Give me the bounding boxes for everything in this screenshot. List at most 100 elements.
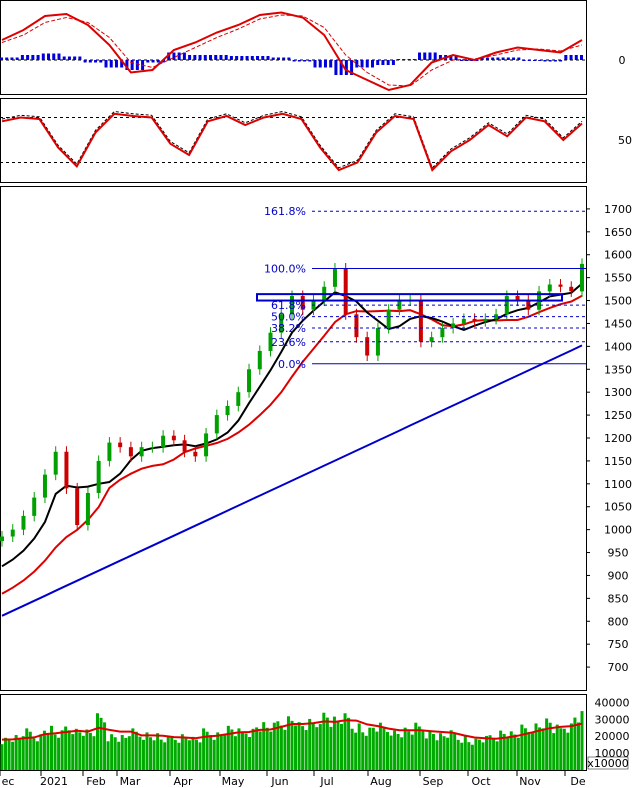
x-tick-label: Apr (173, 775, 193, 788)
macd-histogram-bar (485, 57, 489, 60)
volume-bar (92, 736, 96, 770)
volume-bar (580, 711, 584, 770)
volume-bar (485, 735, 489, 770)
macd-histogram-bar (10, 57, 14, 60)
candle-body (569, 286, 574, 292)
volume-bar (53, 734, 57, 770)
volume-bar (216, 732, 220, 770)
macd-histogram-bar (454, 55, 458, 60)
volume-bar (78, 732, 82, 770)
macd-histogram-bar (475, 60, 479, 61)
volume-bar (71, 734, 75, 770)
volume-bar (347, 717, 351, 770)
macd-histogram-bar (177, 52, 181, 60)
candle-body (128, 447, 133, 457)
macd-histogram-bar (99, 60, 103, 63)
candle-body (429, 337, 434, 342)
volume-bar (74, 728, 78, 770)
macd-histogram-bar (47, 53, 51, 60)
volume-bar (21, 736, 25, 770)
candle-body (451, 323, 456, 329)
macd-histogram-bar (339, 60, 343, 75)
x-tick-label: Sep (423, 775, 444, 788)
panel-frame-4 (0, 694, 587, 771)
volume-bar (255, 727, 259, 770)
volume-bar (131, 728, 135, 770)
macd-histogram-bar (376, 60, 380, 65)
volume-bar (304, 730, 308, 770)
volume-bar (559, 728, 563, 770)
volume-bar (28, 731, 32, 770)
candle-body (193, 451, 198, 457)
volume-bar (103, 722, 107, 770)
fibonacci-label: 161.8% (264, 205, 306, 218)
candle-body (118, 442, 123, 448)
volume-bar (0, 744, 4, 770)
macd-histogram-bar (402, 59, 406, 60)
volume-bar (332, 716, 336, 770)
candle-body (461, 318, 466, 324)
macd-histogram-bar (193, 55, 197, 60)
volume-bar (371, 727, 375, 770)
candle-body (21, 515, 26, 530)
macd-histogram-bar (41, 53, 45, 60)
volume-bar (311, 723, 315, 770)
macd-histogram-bar (229, 56, 233, 60)
candle-body (107, 442, 112, 461)
macd-histogram-bar (198, 55, 202, 60)
volume-bar (442, 736, 446, 770)
price-tick-label: 1450 (604, 317, 632, 330)
volume-bar (46, 734, 50, 770)
macd-histogram-bar (240, 56, 244, 60)
macd-histogram-bar (78, 56, 82, 60)
volume-bar (173, 739, 177, 770)
macd-histogram-bar (506, 57, 510, 60)
macd-histogram-bar (313, 60, 317, 68)
volume-bar (431, 733, 435, 770)
volume-bar (226, 725, 230, 770)
volume-bar (534, 723, 538, 770)
macd-histogram-bar (334, 60, 338, 75)
volume-bar (120, 735, 124, 770)
macd-histogram-bar (303, 60, 307, 62)
volume-bar (364, 735, 368, 770)
volume-bar (435, 740, 439, 770)
volume-ma-line (1, 719, 583, 741)
candle-body (300, 295, 305, 310)
volume-bar (212, 739, 216, 770)
volume-multiplier-label: x10000 (587, 757, 629, 770)
volume-bar (382, 728, 386, 770)
volume-bar (156, 733, 160, 770)
macd-histogram-bar (167, 52, 171, 60)
x-tick-label: May (222, 775, 245, 788)
candle-body (64, 451, 69, 489)
macd-histogram-bar (496, 57, 500, 60)
macd-histogram-bar (146, 60, 150, 63)
macd-histogram-bar (418, 52, 422, 60)
volume-bar (541, 728, 545, 770)
macd-histogram-bar (569, 55, 573, 60)
volume-bar (428, 730, 432, 770)
volume-bar (350, 728, 354, 770)
volume-bar (11, 741, 15, 770)
candle-body (10, 529, 15, 537)
volume-bar (279, 725, 283, 770)
macd-histogram-bar (235, 56, 239, 60)
candle-body (53, 451, 58, 475)
volume-bar (258, 731, 262, 770)
macd-histogram-bar (360, 60, 364, 68)
panel-frame-2 (0, 98, 587, 183)
volume-bar (99, 717, 103, 770)
macd-histogram-bar (26, 55, 30, 60)
volume-bar (223, 734, 227, 770)
macd-line (1, 11, 583, 92)
macd-histogram-bar (109, 60, 113, 68)
macd-histogram-bar (449, 55, 453, 60)
volume-bar (424, 738, 428, 770)
volume-bar (240, 731, 244, 770)
macd-histogram-bar (522, 60, 526, 61)
volume-bar (205, 731, 209, 770)
volume-bar (389, 735, 393, 770)
macd-histogram-bar (15, 57, 19, 60)
volume-bar (141, 739, 145, 770)
